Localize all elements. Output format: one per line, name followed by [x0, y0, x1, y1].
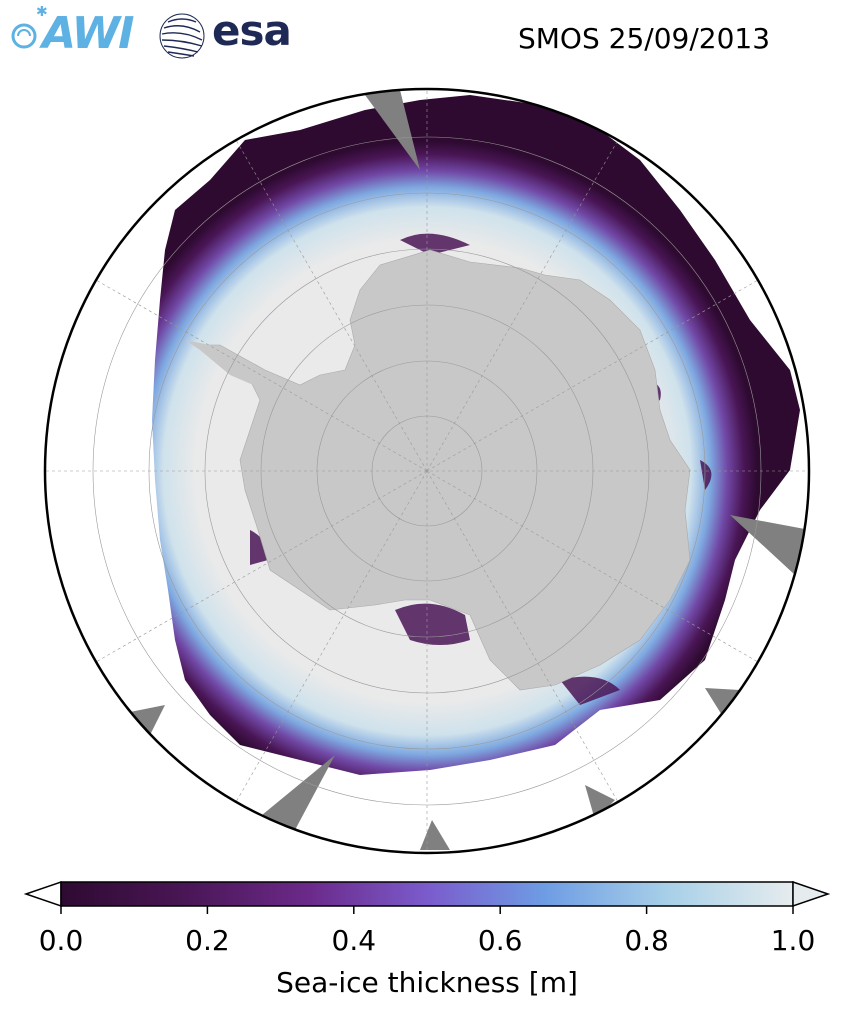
awi-logo: ✱: [11, 6, 48, 49]
sea-ice-map: [43, 87, 811, 855]
antarctica-land: [199, 249, 691, 691]
esa-logo-icon: [159, 13, 205, 59]
meridians: [45, 89, 809, 853]
logo-bar: ✱ AWI esa: [0, 0, 320, 70]
colorbar-bar: [23, 880, 831, 914]
colorbar-tick-label: 0.6: [477, 924, 523, 957]
map-title: SMOS 25/09/2013: [518, 22, 771, 55]
colorbar-over-arrow: [792, 880, 831, 908]
svg-text:✱: ✱: [36, 6, 48, 20]
awi-wordmark: AWI: [42, 8, 135, 59]
antarctic-peninsula: [185, 340, 270, 390]
colorbar-tick-label: 0.2: [185, 924, 230, 957]
colorbar-tick-label: 1.0: [770, 924, 816, 957]
colorbar-label: Sea-ice thickness [m]: [276, 966, 578, 999]
esa-wordmark: esa: [212, 6, 292, 55]
colorbar-tick-label: 0.8: [624, 924, 669, 957]
map-boundary: [43, 87, 811, 855]
colorbar-tick-label: 0.0: [38, 924, 84, 957]
colorbar-under-arrow: [23, 880, 62, 908]
missing-data-wedges: [130, 90, 809, 850]
colorbar: 0.0 0.2 0.4 0.6 0.8 1.0 Sea-ice thickness [m]: [0, 870, 854, 1020]
colorbar-gradient: [60, 881, 794, 907]
colorbar-ticks: [60, 906, 794, 914]
thin-ice-patches: [250, 233, 712, 705]
colorbar-tick-label: 0.4: [331, 924, 377, 957]
